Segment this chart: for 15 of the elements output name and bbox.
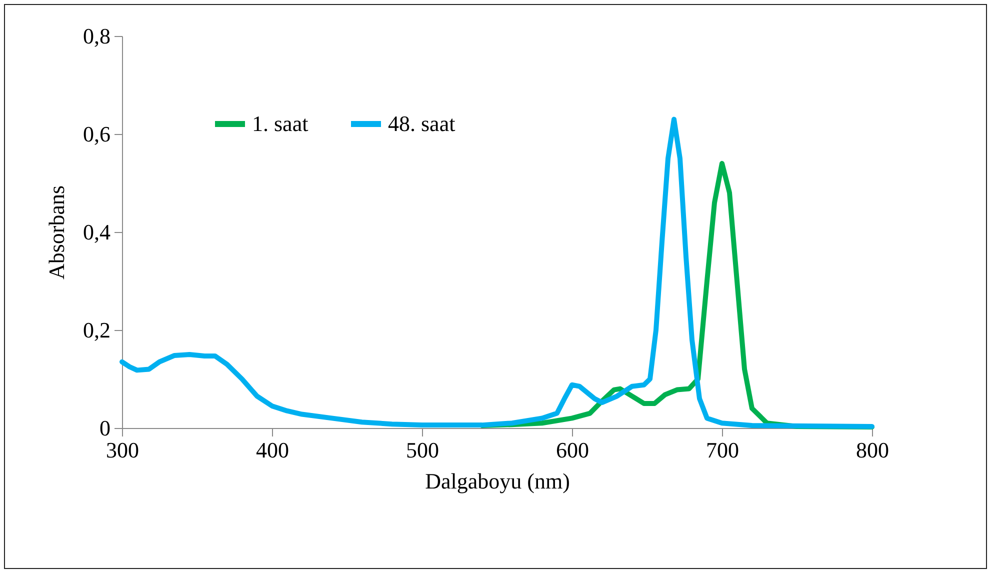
x-tick-label: 600 <box>556 438 589 462</box>
x-tick-label: 300 <box>106 438 139 462</box>
y-axis-title: Absorbans <box>44 185 69 280</box>
y-tick-label: 0,6 <box>83 122 110 146</box>
legend-label: 1. saat <box>252 111 308 136</box>
y-tick-label: 0,4 <box>83 220 110 244</box>
y-tick-label: 0,8 <box>83 24 110 48</box>
x-axis-title: Dalgaboyu (nm) <box>425 468 570 494</box>
x-tick-label: 800 <box>856 438 889 462</box>
legend-label: 48. saat <box>388 111 456 136</box>
x-tick-label: 400 <box>256 438 289 462</box>
x-tick-label: 500 <box>406 438 439 462</box>
y-tick-label: 0,2 <box>83 318 110 342</box>
x-tick-label: 700 <box>706 438 739 462</box>
y-tick-label: 0 <box>100 416 110 440</box>
